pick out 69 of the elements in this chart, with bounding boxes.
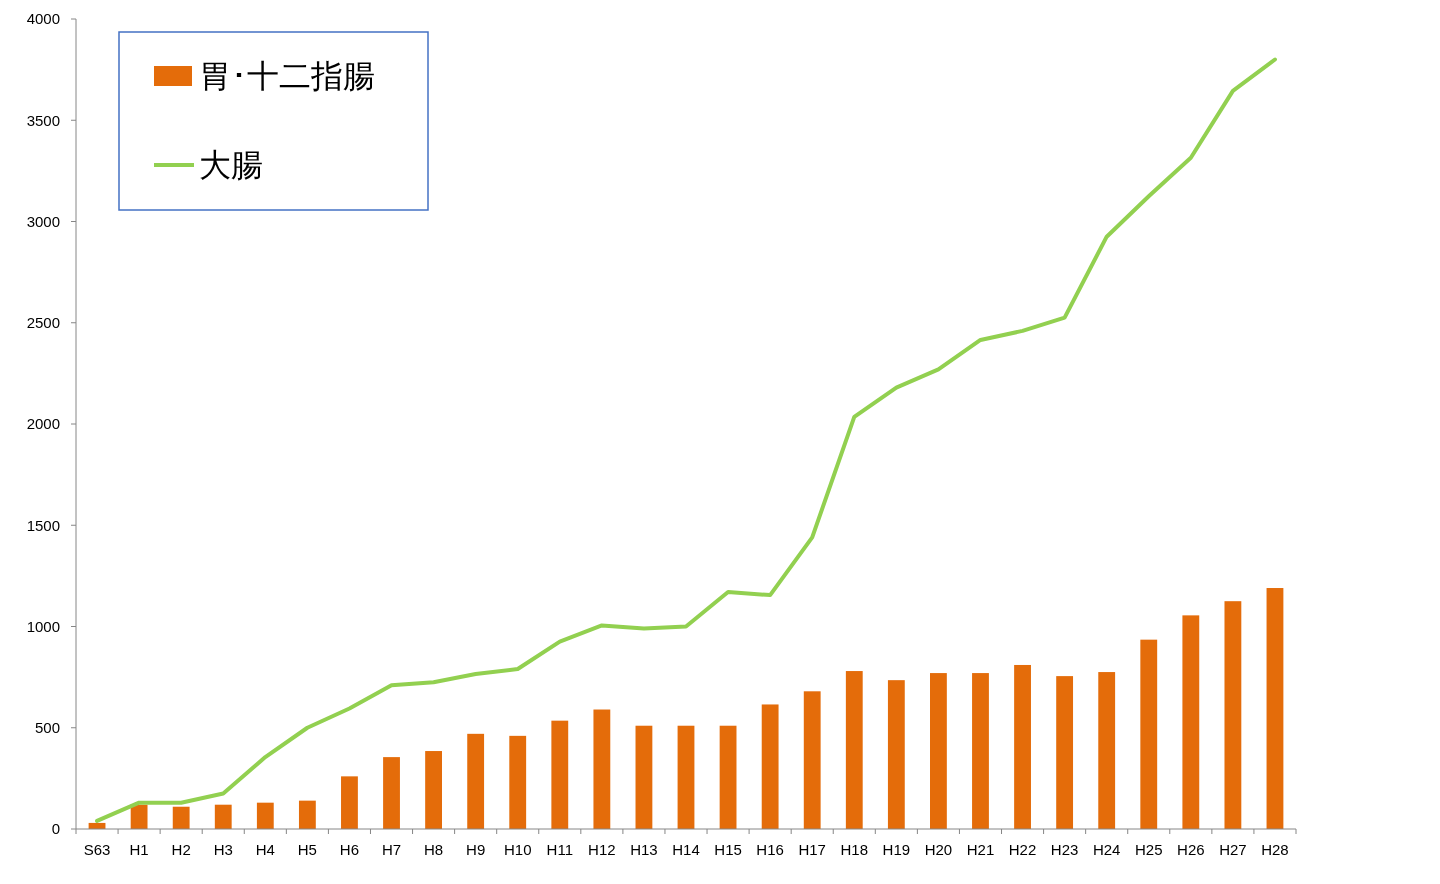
x-tick-label: H5 xyxy=(297,841,317,858)
bar xyxy=(930,673,947,829)
bar xyxy=(1140,639,1158,829)
bar xyxy=(635,725,653,829)
x-tick-label: H20 xyxy=(924,841,953,858)
legend-label: 胃･十二指腸 xyxy=(199,58,375,95)
x-tick-label: H12 xyxy=(588,841,616,858)
y-tick-label: 3500 xyxy=(26,111,60,129)
bar xyxy=(1266,588,1284,829)
bar xyxy=(719,725,737,829)
x-tick-label: H26 xyxy=(1177,841,1205,858)
bar xyxy=(1014,664,1031,829)
bar xyxy=(677,725,695,829)
x-tick-label: H7 xyxy=(381,841,402,858)
bar xyxy=(593,709,611,829)
bar xyxy=(509,735,527,829)
x-tick-label: H25 xyxy=(1134,841,1163,858)
bar xyxy=(256,802,274,829)
x-tick-label: H23 xyxy=(1050,841,1079,858)
x-tick-label: H18 xyxy=(840,841,869,858)
x-tick-label: H9 xyxy=(466,841,486,858)
bar xyxy=(845,671,863,829)
bar xyxy=(1182,615,1200,829)
bar xyxy=(172,806,190,829)
bar xyxy=(298,800,316,829)
x-tick-label: H2 xyxy=(171,841,191,858)
x-tick-label: H17 xyxy=(798,841,826,858)
x-tick-label: H8 xyxy=(423,841,444,858)
bar xyxy=(761,704,779,829)
bar xyxy=(972,673,989,829)
y-tick-label: 3000 xyxy=(26,212,60,230)
x-tick-label: H27 xyxy=(1219,841,1247,858)
x-tick-label: H13 xyxy=(630,841,658,858)
bar xyxy=(341,776,358,829)
bar xyxy=(130,804,148,829)
x-tick-label: H22 xyxy=(1008,841,1037,858)
bar xyxy=(1098,672,1116,829)
x-tick-label: H10 xyxy=(503,841,532,858)
bar xyxy=(383,757,400,829)
x-tick-label: S63 xyxy=(83,841,111,858)
x-tick-label: H4 xyxy=(255,841,275,858)
x-tick-label: H14 xyxy=(672,841,700,858)
y-tick-label: 1500 xyxy=(26,516,60,534)
bar xyxy=(887,680,905,829)
bar xyxy=(214,804,232,829)
x-tick-label: H21 xyxy=(966,841,995,858)
x-tick-label: H28 xyxy=(1261,841,1289,858)
x-tick-label: H1 xyxy=(129,841,149,858)
x-tick-label: H16 xyxy=(756,841,784,858)
y-tick-label: 0 xyxy=(51,820,60,838)
bar xyxy=(1224,601,1242,829)
x-tick-label: H6 xyxy=(339,841,360,858)
line-series xyxy=(95,57,1277,823)
bar xyxy=(803,691,821,829)
x-tick-label: H3 xyxy=(213,841,233,858)
bar xyxy=(425,751,442,829)
x-tick-label: H24 xyxy=(1092,841,1121,858)
bar xyxy=(467,733,485,829)
y-tick-label: 2000 xyxy=(26,415,60,433)
x-tick-label: H11 xyxy=(546,841,573,858)
y-tick-label: 2500 xyxy=(26,314,60,331)
y-tick-label: 4000 xyxy=(26,10,60,28)
y-tick-label: 500 xyxy=(34,719,60,736)
legend-label: 大腸 xyxy=(199,147,263,184)
bar xyxy=(1056,676,1074,829)
y-tick-label: 1000 xyxy=(26,617,60,635)
x-tick-label: H15 xyxy=(714,841,742,858)
bar xyxy=(551,720,569,829)
x-tick-label: H19 xyxy=(882,841,911,858)
